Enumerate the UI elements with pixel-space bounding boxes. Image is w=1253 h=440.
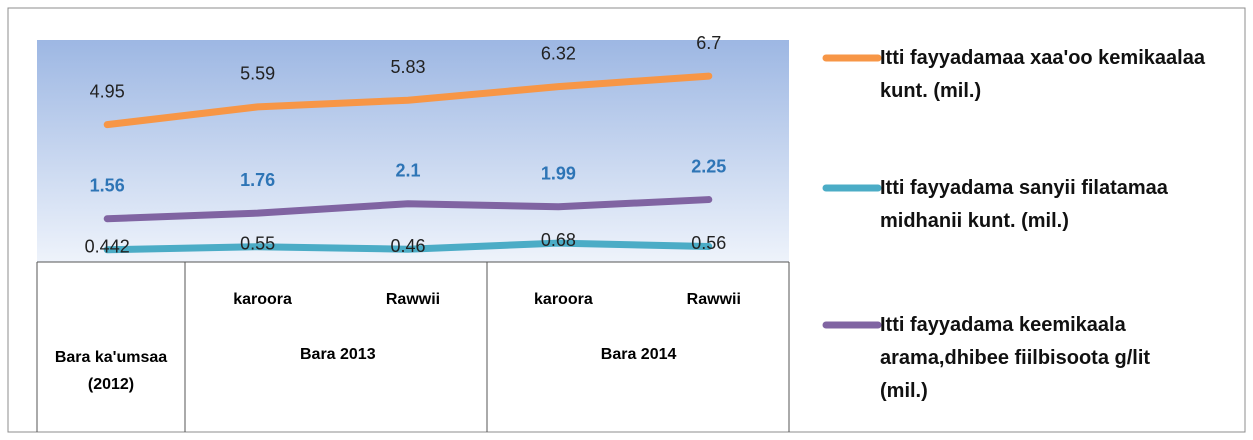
legend-label: Itti fayyadama sanyii filatamaa midhanii… xyxy=(880,177,1168,232)
category-group-label: Bara 2013 xyxy=(299,346,376,363)
data-label: 2.25 xyxy=(691,156,726,176)
series-line xyxy=(103,72,713,129)
category-label: Bara ka'umsaa (2012) xyxy=(54,349,168,393)
category-label: karoora xyxy=(534,291,593,308)
legend-label: Itti fayyadama keemikaala arama,dhibee f… xyxy=(880,314,1151,402)
series-line xyxy=(103,196,713,223)
data-label: 0.442 xyxy=(85,236,130,256)
data-label: 5.83 xyxy=(390,57,425,77)
data-label: 0.55 xyxy=(240,233,275,253)
category-group-label: Bara 2014 xyxy=(600,346,677,363)
data-label: 1.99 xyxy=(541,164,576,184)
legend-label: Itti fayyadamaa xaa'oo kemikaalaa kunt. … xyxy=(880,47,1205,102)
data-label: 1.56 xyxy=(90,175,125,195)
data-label: 2.1 xyxy=(395,160,420,180)
data-label: 6.32 xyxy=(541,43,576,63)
category-table xyxy=(36,261,790,432)
category-label: karoora xyxy=(233,291,292,308)
data-label: 4.95 xyxy=(90,81,125,101)
data-label: 6.7 xyxy=(696,33,721,53)
series-line xyxy=(103,239,713,254)
data-label: 1.76 xyxy=(240,170,275,190)
data-label: 0.46 xyxy=(390,236,425,256)
data-label: 0.68 xyxy=(541,230,576,250)
data-label: 5.59 xyxy=(240,64,275,84)
data-label: 0.56 xyxy=(691,233,726,253)
category-label: Rawwii xyxy=(385,291,441,308)
category-label: Rawwii xyxy=(686,291,741,308)
